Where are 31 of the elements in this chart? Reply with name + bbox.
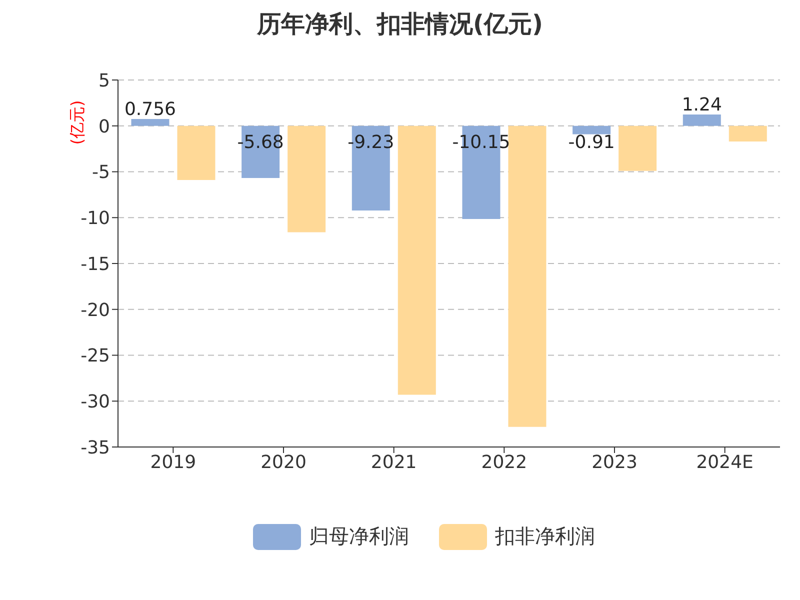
y-tick-label: -5 [92, 162, 110, 184]
x-tick-label: 2022 [481, 452, 528, 473]
data-label: -0.91 [568, 132, 615, 153]
bar [728, 126, 767, 142]
x-tick-label: 2021 [370, 452, 417, 473]
bar [682, 114, 721, 126]
y-tick-label: -10 [80, 208, 110, 230]
bar [131, 118, 170, 126]
y-tick-label: -35 [80, 437, 110, 458]
x-tick-label: 2024E [696, 452, 754, 473]
bar [398, 126, 436, 395]
bar [618, 126, 657, 171]
y-tick-label: -15 [80, 254, 110, 275]
y-tick-label: 0 [98, 116, 110, 138]
y-tick-label: -25 [80, 346, 110, 367]
legend-label: 归母净利润 [308, 523, 409, 550]
bar [288, 126, 326, 232]
data-label: 0.756 [124, 98, 176, 120]
data-label: 1.24 [682, 94, 722, 116]
y-axis-title: (亿元) [68, 92, 88, 152]
x-tick-label: 2020 [260, 452, 306, 473]
chart-title: 历年净利、扣非情况(亿元) [256, 9, 544, 40]
bar [177, 126, 216, 180]
bar [508, 126, 546, 427]
bar [572, 126, 611, 134]
y-tick-label: -30 [80, 392, 110, 413]
x-tick-label: 2023 [592, 452, 638, 473]
x-tick-label: 2019 [150, 452, 196, 473]
legend-label: 扣非净利润 [494, 523, 595, 550]
y-tick-label: 5 [98, 70, 110, 92]
y-tick-label: -20 [80, 300, 110, 321]
